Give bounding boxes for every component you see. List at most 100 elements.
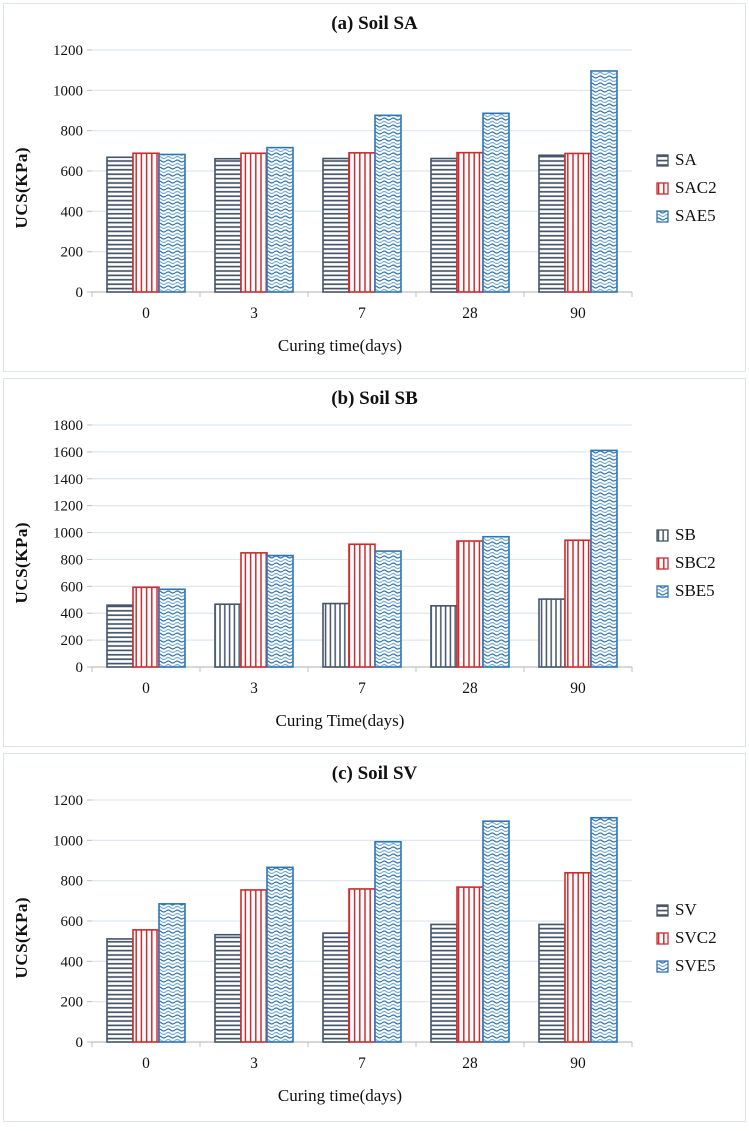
bar-SAE5-28 [482,112,510,293]
bar-SV-3 [214,933,242,1043]
panel-soil-sv: (c) Soil SV UCS(KPa) 0 200 400 600 800 1000 12… [3,753,746,1122]
legend-label: SBC2 [675,553,716,572]
x-tick-label: 90 [570,1055,586,1072]
legend-a: SA SAC2 SAE5 [640,142,717,234]
bar-SV-7 [322,932,350,1043]
bar-SA-7 [322,157,350,293]
legend-label: SAC2 [675,178,717,197]
bar-SA-3 [214,157,242,293]
y-tick-label: 800 [61,874,84,890]
legend-label: SB [675,525,696,544]
bars [106,449,618,668]
xlabel-row-c: Curing time(days) [4,1086,745,1114]
bar-SA-28 [430,157,458,293]
legend-item: SVE5 [656,956,717,976]
y-tick-label: 600 [61,914,84,930]
legend-swatch-icon [656,153,669,167]
x-tick-label: 7 [358,680,366,697]
bar-SAC2-90 [564,152,592,293]
legend-item: SB [656,525,716,545]
bar-SV-0 [106,938,134,1043]
legend-label: SVE5 [675,956,716,975]
legend-item: SBE5 [656,581,716,601]
y-tick-label: 200 [61,633,84,649]
y-tick-label: 1400 [53,472,83,488]
y-tick-labels: 0 200 400 600 800 1000 1200 [53,793,83,1051]
bar-SVC2-90 [564,872,592,1043]
y-tick-label: 800 [61,124,84,140]
bar-SAE5-7 [374,114,402,293]
bar-SVC2-0 [132,929,160,1043]
legend-swatch-icon [656,209,669,223]
x-tick-label: 90 [570,305,586,322]
legend-item: SAE5 [656,206,717,226]
x-axis-label-c: Curing time(days) [277,1086,403,1105]
legend-label: SVC2 [675,928,717,947]
panel-soil-sa: (a) Soil SA UCS(KPa) 0 200 400 600 800 1000 12… [3,3,746,372]
bars [106,816,618,1043]
bar-SAE5-90 [590,70,618,293]
legend-item: SAC2 [656,178,717,198]
legend-swatch-icon [656,584,669,598]
y-tick-label: 1800 [53,418,83,434]
x-tick-label: 0 [142,680,150,697]
y-tick-label: 0 [76,285,84,301]
bar-SAC2-7 [348,152,376,293]
legend-item: SA [656,150,717,170]
bar-SBE5-3 [266,554,294,668]
y-tick-label: 800 [61,552,84,568]
bar-SVC2-7 [348,888,376,1043]
y-tick-label: 200 [61,245,84,261]
chart-title-a: (a) Soil SA [331,13,418,34]
xlabel-row-b: Curing Time(days) [4,711,745,739]
bar-SBC2-7 [348,543,376,668]
bar-SVE5-0 [158,903,186,1043]
legend-label: SV [675,900,697,919]
x-tick-labels: 0 3 7 28 90 [142,1055,586,1072]
bar-SAC2-3 [240,152,268,293]
chart-row-a: UCS(KPa) 0 200 400 600 800 1000 1200 0 3 7 28 90 SA… [4,40,745,336]
bar-SBE5-28 [482,535,510,668]
bar-SB-3 [214,603,242,668]
bar-SBE5-0 [158,588,186,668]
y-tick-label: 1200 [53,793,83,809]
legend-b: SB SBC2 SBE5 [640,517,716,609]
bar-SV-28 [430,923,458,1043]
bar-SB-90 [538,598,566,668]
bar-SB-0 [106,604,134,668]
y-tick-label: 0 [76,1035,84,1051]
x-tick-label: 90 [570,680,586,697]
x-tick-labels: 0 3 7 28 90 [142,305,586,322]
legend-swatch-icon [656,556,669,570]
bars [106,70,618,293]
chart-title-b: (b) Soil SB [331,388,418,409]
legend-label: SBE5 [675,581,715,600]
chart-canvas-c: 0 200 400 600 800 1000 1200 0 3 7 28 90 [53,793,633,1072]
legend-swatch-icon [656,528,669,542]
x-tick-label: 28 [462,1055,478,1072]
y-tick-label: 1000 [53,83,83,99]
legend-item: SV [656,900,717,920]
x-tick-label: 7 [358,1055,366,1072]
x-axis-label-b: Curing Time(days) [275,711,405,730]
x-tick-label: 3 [250,1055,258,1072]
y-tick-label: 400 [61,606,84,622]
y-tick-label: 200 [61,995,84,1011]
y-axis-label-a: UCS(KPa) [12,147,31,229]
bar-SVE5-28 [482,820,510,1043]
x-tick-label: 3 [250,305,258,322]
bar-SV-90 [538,923,566,1043]
bar-SVE5-3 [266,866,294,1043]
bar-SB-28 [430,605,458,668]
chart-canvas-a: 0 200 400 600 800 1000 1200 0 3 7 28 90 [53,43,633,322]
legend-item: SBC2 [656,553,716,573]
x-tick-label: 0 [142,305,150,322]
y-axis-label-c: UCS(KPa) [12,897,31,979]
bar-SAE5-0 [158,153,186,293]
y-tick-label: 1000 [53,526,83,542]
legend-swatch-icon [656,181,669,195]
bar-SAC2-28 [456,151,484,293]
legend-swatch-icon [656,903,669,917]
bar-SVE5-7 [374,840,402,1043]
